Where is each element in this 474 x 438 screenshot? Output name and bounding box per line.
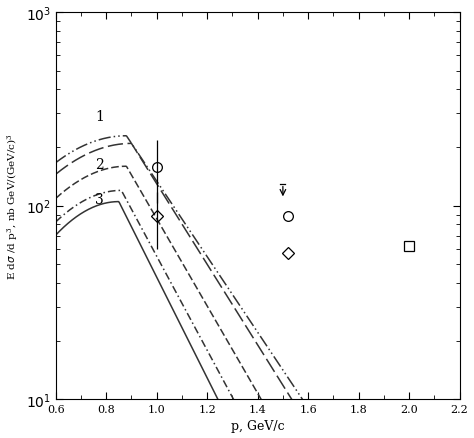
Text: 2: 2 bbox=[95, 157, 104, 171]
Y-axis label: E d$\sigma$ /d p$\mathregular{^3}$, nb GeV/(GeV/c)$\mathregular{^3}$: E d$\sigma$ /d p$\mathregular{^3}$, nb G… bbox=[6, 133, 20, 279]
X-axis label: p, GeV/c: p, GeV/c bbox=[231, 420, 284, 432]
Text: 3: 3 bbox=[95, 193, 104, 207]
Text: 1: 1 bbox=[95, 110, 104, 124]
